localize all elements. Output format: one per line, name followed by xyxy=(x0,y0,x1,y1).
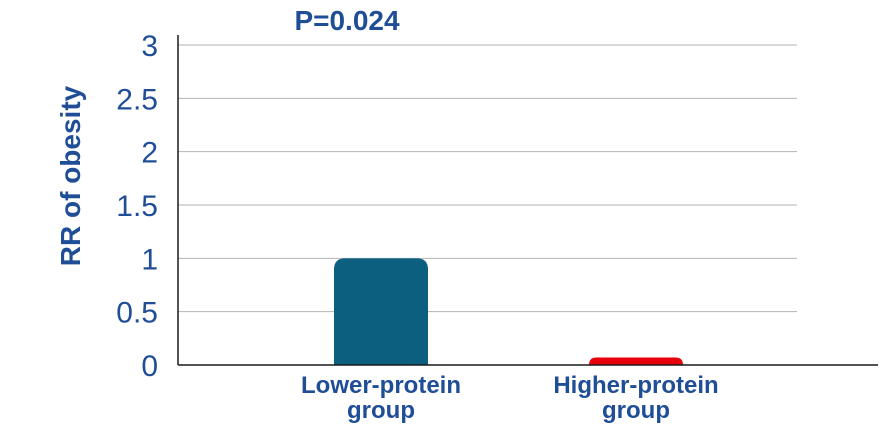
y-tick-label: 0 xyxy=(141,350,158,383)
y-tick-label: 2 xyxy=(141,137,158,170)
category-label-line1: Higher-protein xyxy=(553,372,718,399)
bar xyxy=(334,258,428,365)
p-value-annotation: P=0.024 xyxy=(294,5,400,36)
category-label-line1: Lower-protein xyxy=(301,372,461,399)
y-axis-label: RR of obesity xyxy=(55,85,86,266)
y-tick-label: 2.5 xyxy=(116,83,158,116)
category-label-line2: group xyxy=(602,397,670,424)
y-tick-label: 3 xyxy=(141,30,158,63)
axes xyxy=(177,35,878,366)
y-tick-label: 1 xyxy=(141,243,158,276)
y-tick-labels: 0 0.5 1 1.5 2 2.5 3 xyxy=(116,30,158,383)
y-tick-label: 1.5 xyxy=(116,190,158,223)
y-tick-label: 0.5 xyxy=(116,297,158,330)
bars xyxy=(334,258,683,365)
category-label-line2: group xyxy=(347,397,415,424)
bar xyxy=(589,357,683,365)
gridlines xyxy=(178,44,797,313)
